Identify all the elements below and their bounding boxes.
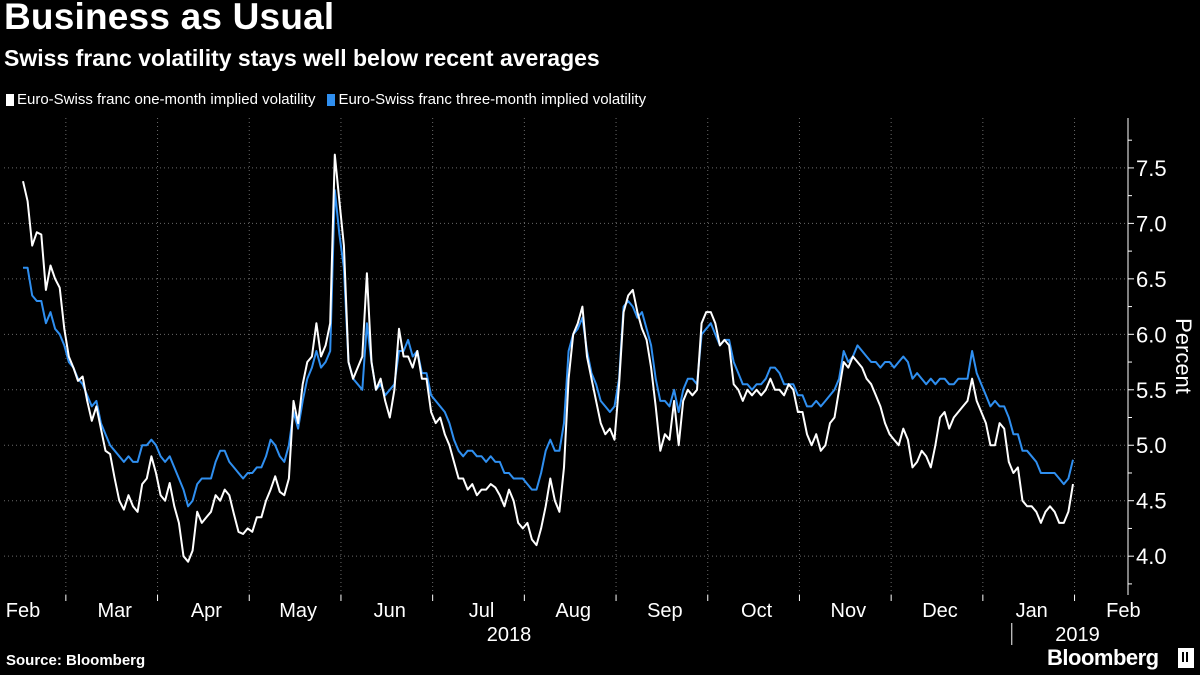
- x-tick-label: May: [279, 600, 317, 622]
- year-label: 2019: [1055, 624, 1100, 646]
- series-line-one-month: [22, 153, 1074, 563]
- legend-label-one-month: Euro-Swiss franc one-month implied volat…: [17, 91, 316, 108]
- legend-label-three-month: Euro-Swiss franc three-month implied vol…: [338, 91, 647, 108]
- y-tick-label: 7.0: [1136, 211, 1167, 236]
- y-tick-label: 4.5: [1136, 489, 1167, 514]
- x-tick-label: Sep: [647, 600, 683, 622]
- x-tick-label: Jan: [1016, 600, 1048, 622]
- chart-subtitle: Swiss franc volatility stays well below …: [4, 45, 600, 71]
- x-tick-label: Aug: [555, 600, 591, 622]
- series-line-three-month: [23, 189, 1074, 508]
- y-tick-label: 7.5: [1136, 156, 1167, 181]
- y-tick-label: 4.0: [1136, 544, 1167, 569]
- legend-swatch-one-month: [6, 93, 14, 106]
- y-tick-label: 6.0: [1136, 322, 1167, 347]
- x-tick-label: Nov: [831, 600, 867, 622]
- x-tick-label: Mar: [97, 600, 132, 622]
- legend-item-three-month: Euro-Swiss franc three-month implied vol…: [327, 91, 646, 108]
- brand-logo: Bloomberg: [1047, 645, 1159, 670]
- x-tick-label: Feb: [1106, 600, 1140, 622]
- y-tick-label: 5.5: [1136, 378, 1167, 403]
- x-tick-label: Feb: [6, 600, 40, 622]
- x-tick-label: Apr: [191, 600, 222, 622]
- y-tick-label: 6.5: [1136, 267, 1167, 292]
- year-label: 2018: [487, 624, 532, 646]
- chart-title: Business as Usual: [4, 0, 335, 37]
- y-tick-label: 5.0: [1136, 433, 1167, 458]
- x-tick-label: Jul: [469, 600, 495, 622]
- y-axis-title: Percent: [1171, 318, 1196, 394]
- x-tick-label: Oct: [741, 600, 773, 622]
- brand-mark-icon: [1178, 648, 1194, 668]
- source-note: Source: Bloomberg: [6, 652, 146, 669]
- legend: Euro-Swiss franc one-month implied volat…: [6, 91, 658, 108]
- x-tick-label: Jun: [374, 600, 406, 622]
- legend-swatch-three-month: [327, 93, 336, 106]
- x-tick-label: Dec: [922, 600, 958, 622]
- legend-item-one-month: Euro-Swiss franc one-month implied volat…: [6, 91, 315, 108]
